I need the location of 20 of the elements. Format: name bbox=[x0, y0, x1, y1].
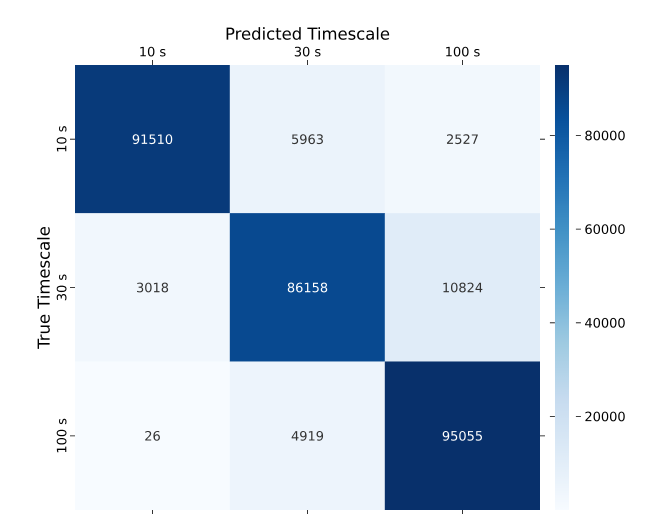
data-label: 91510 bbox=[132, 134, 172, 144]
y-tick-label: 30 s bbox=[56, 274, 66, 300]
y-tick-label: 100 s bbox=[56, 418, 66, 452]
color-bar-label: 60000 bbox=[585, 224, 625, 234]
data-label: 26 bbox=[145, 430, 160, 441]
data-label: 4919 bbox=[292, 430, 324, 441]
y-axis-title: True Timescale bbox=[37, 226, 50, 349]
data-label: 2527 bbox=[446, 134, 478, 144]
data-label: 3018 bbox=[137, 282, 168, 292]
color-bar-label: 80000 bbox=[585, 130, 625, 140]
data-label: 86158 bbox=[288, 282, 328, 292]
x-tick-label: 10 s bbox=[140, 46, 166, 56]
data-label: 95055 bbox=[442, 430, 482, 441]
x-tick-label: 30 s bbox=[294, 46, 321, 56]
y-tick-label: 10 s bbox=[56, 126, 66, 152]
data-label: 5963 bbox=[292, 134, 323, 144]
color-bar-label: 40000 bbox=[585, 318, 625, 328]
color-bar-label: 20000 bbox=[585, 412, 625, 422]
x-tick-label: 100 s bbox=[446, 46, 480, 56]
x-axis-title: Predicted Timescale bbox=[226, 27, 390, 40]
